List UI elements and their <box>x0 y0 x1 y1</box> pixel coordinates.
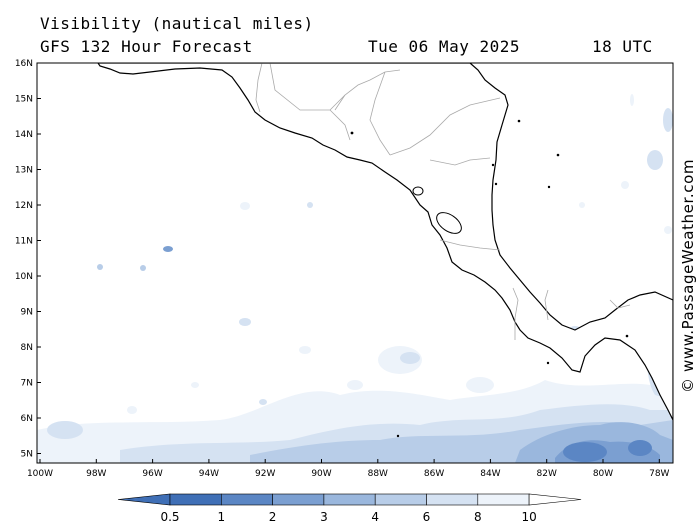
lon-label: 92W <box>255 469 275 479</box>
map-frame <box>36 62 674 464</box>
lon-label: 98W <box>86 469 106 479</box>
colorbar-segment <box>426 493 479 506</box>
colorbar-arrow-low <box>117 493 171 506</box>
forecast-label: GFS 132 Hour Forecast <box>40 37 253 56</box>
colorbar-label: 3 <box>320 510 328 524</box>
lon-label: 84W <box>480 469 500 479</box>
colorbar-label: 0.5 <box>160 510 179 524</box>
lon-label: 86W <box>424 469 444 479</box>
lon-label: 100W <box>27 469 53 479</box>
colorbar-label: 6 <box>423 510 431 524</box>
lon-label: 82W <box>537 469 557 479</box>
visibility-shading <box>37 94 673 463</box>
colorbar-segment <box>477 493 530 506</box>
map-title: Visibility (nautical miles) <box>40 14 314 33</box>
colorbar-arrow-high <box>528 493 582 506</box>
country-borders <box>255 63 631 340</box>
forecast-date: Tue 06 May 2025 <box>368 37 520 56</box>
lon-label: 94W <box>199 469 219 479</box>
land-mass <box>97 63 673 421</box>
lake-managua <box>412 186 424 196</box>
latitude-axis: 16N 15N 14N 13N 12N 11N 10N 9N 8N 7N 6N 5N <box>15 59 41 460</box>
lat-label: 11N <box>15 237 33 247</box>
island-dots <box>350 119 629 438</box>
longitude-axis: 100W 98W 96W 94W 92W 90W 88W 86W 84W 82W 80W 78W <box>27 459 670 479</box>
colorbar-segment <box>169 493 222 506</box>
watermark-text: © www.PassageWeather.com <box>679 159 697 393</box>
lon-label: 90W <box>311 469 331 479</box>
lat-label: 13N <box>15 166 33 176</box>
lon-label: 96W <box>142 469 162 479</box>
lat-label: 16N <box>15 59 33 69</box>
colorbar-label: 10 <box>521 510 536 524</box>
lat-label: 8N <box>21 343 33 353</box>
lon-label: 78W <box>649 469 669 479</box>
forecast-time: 18 UTC <box>592 37 653 56</box>
lon-label: 80W <box>593 469 613 479</box>
lat-label: 6N <box>21 414 33 424</box>
lake-nicaragua <box>436 212 462 234</box>
lat-label: 14N <box>15 130 33 140</box>
colorbar-segment <box>272 493 325 506</box>
colorbar-label: 2 <box>269 510 277 524</box>
colorbar-label: 1 <box>217 510 225 524</box>
lon-label: 88W <box>368 469 388 479</box>
lat-label: 15N <box>15 95 33 105</box>
colorbar-segment <box>374 493 427 506</box>
colorbar-label: 4 <box>371 510 379 524</box>
lat-label: 10N <box>15 272 33 282</box>
colorbar-segment <box>323 493 376 506</box>
colorbar-label: 8 <box>474 510 482 524</box>
lat-label: 7N <box>21 379 33 389</box>
visibility-colorbar: 0.5 1 2 3 4 6 8 10 <box>117 493 582 524</box>
lat-label: 5N <box>21 450 33 460</box>
lat-label: 9N <box>21 308 33 318</box>
colorbar-segment <box>221 493 273 506</box>
lat-label: 12N <box>15 201 33 211</box>
